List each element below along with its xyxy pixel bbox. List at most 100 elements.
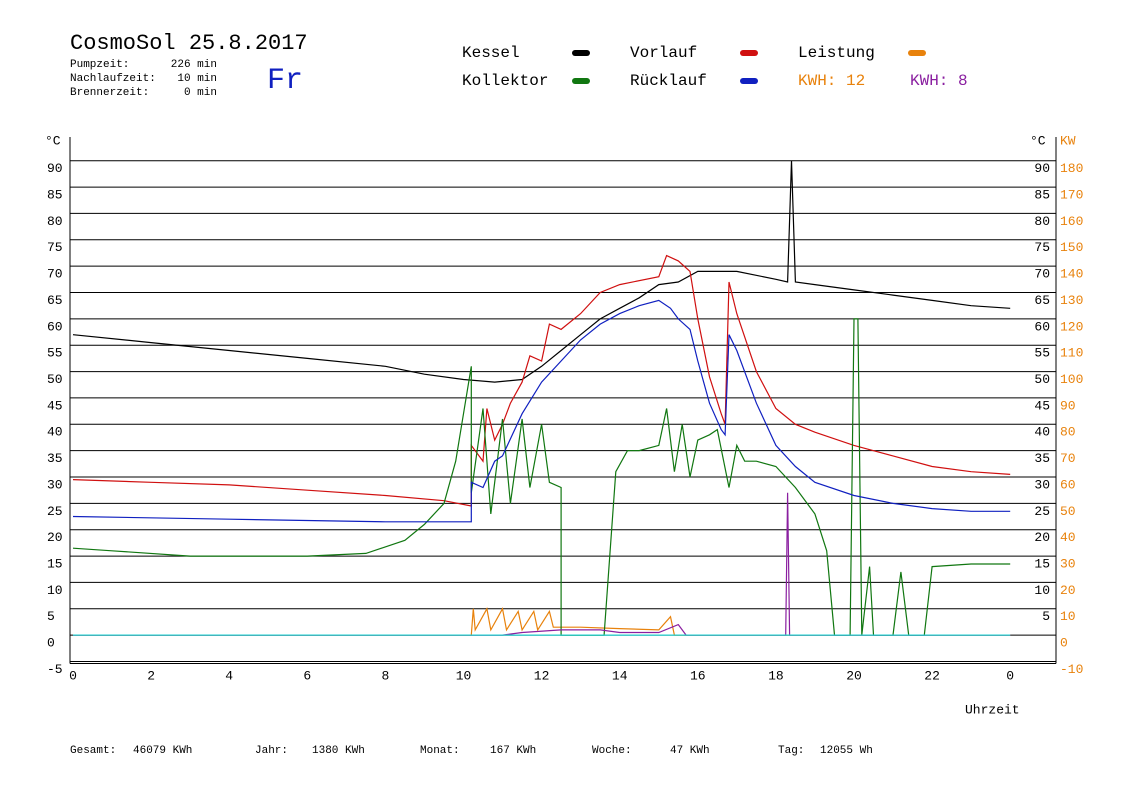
- x-tick-label: 14: [612, 668, 628, 683]
- y-right-tick-label: 5: [1042, 609, 1050, 624]
- series-line: [73, 492, 1011, 636]
- y2-tick-label: 70: [1060, 451, 1076, 466]
- series-line: [72, 318, 1011, 636]
- y-tick-label: 75: [47, 240, 63, 255]
- y-tick-label: 5: [47, 609, 55, 624]
- y2-tick-label: 180: [1060, 161, 1083, 176]
- y-right-tick-label: 35: [1034, 451, 1050, 466]
- y2-tick-label: 90: [1060, 398, 1076, 413]
- y2-tick-label: 80: [1060, 425, 1076, 440]
- y-right-tick-label: 80: [1034, 214, 1050, 229]
- y2-tick-label: 40: [1060, 530, 1076, 545]
- x-tick-label: 10: [456, 668, 472, 683]
- y2-tick-label: 60: [1060, 477, 1076, 492]
- footer-label: Gesamt:: [70, 745, 116, 757]
- y2-tick-label: 120: [1060, 319, 1083, 334]
- stat-label: Nachlaufzeit:: [70, 73, 156, 85]
- y-axis-label: °C: [45, 133, 61, 148]
- stat-value: 0 min: [184, 87, 217, 99]
- y-right-tick-label: 25: [1034, 504, 1050, 519]
- y2-tick-label: 140: [1060, 267, 1083, 282]
- y-tick-label: 20: [47, 530, 63, 545]
- stat-value: 10 min: [177, 73, 217, 85]
- y-tick-label: 80: [47, 214, 63, 229]
- footer-value: 167 KWh: [490, 745, 536, 757]
- y2-tick-label: 160: [1060, 214, 1083, 229]
- y2-tick-label: 50: [1060, 504, 1076, 519]
- y2-tick-label: 130: [1060, 293, 1083, 308]
- y-right-tick-label: 30: [1034, 477, 1050, 492]
- footer-label: Woche:: [592, 745, 632, 757]
- footer-value: 12055 Wh: [820, 745, 873, 757]
- footer-label: Monat:: [420, 745, 460, 757]
- y2-tick-label: 30: [1060, 557, 1076, 572]
- y-right-tick-label: 85: [1034, 188, 1050, 203]
- x-tick-label: 16: [690, 668, 706, 683]
- y-right-tick-label: 10: [1034, 583, 1050, 598]
- y-tick-label: 55: [47, 346, 63, 361]
- y-tick-label: 35: [47, 451, 63, 466]
- y-right-tick-label: 50: [1034, 372, 1050, 387]
- x-tick-label: 18: [768, 668, 784, 683]
- legend-label: Kollektor: [462, 72, 548, 90]
- footer-value: 1380 KWh: [312, 745, 365, 757]
- x-tick-label: 4: [225, 668, 233, 683]
- y-right-tick-label: 75: [1034, 240, 1050, 255]
- y-tick-label: 90: [47, 161, 63, 176]
- y2-axis-label: KW: [1060, 133, 1076, 148]
- y2-tick-label: 0: [1060, 636, 1068, 651]
- weekday: Fr: [267, 64, 303, 98]
- x-tick-label: 2: [147, 668, 155, 683]
- x-tick-label: 12: [534, 668, 550, 683]
- y-right-tick-label: 15: [1034, 557, 1050, 572]
- y-right-tick-label: 55: [1034, 346, 1050, 361]
- stat-label: Brennerzeit:: [70, 87, 149, 99]
- stat-value: 226 min: [171, 59, 217, 71]
- x-tick-label: 0: [1006, 668, 1014, 683]
- x-tick-label: 20: [846, 668, 862, 683]
- y-right-tick-label: 20: [1034, 530, 1050, 545]
- footer-value: 46079 KWh: [133, 745, 192, 757]
- y-tick-label: 70: [47, 267, 63, 282]
- footer-label: Tag:: [778, 745, 804, 757]
- y2-tick-label: 150: [1060, 240, 1083, 255]
- x-tick-label: 22: [924, 668, 940, 683]
- y2-tick-label: 170: [1060, 188, 1083, 203]
- y2-tick-label: 100: [1060, 372, 1083, 387]
- y-right-tick-label: 65: [1034, 293, 1050, 308]
- y2-tick-label: 20: [1060, 583, 1076, 598]
- y-tick-label: 50: [47, 372, 63, 387]
- series-line: [73, 607, 1011, 636]
- y-tick-label: 15: [47, 557, 63, 572]
- series-line: [72, 160, 1011, 383]
- y-tick-label: 10: [47, 583, 63, 598]
- y2-tick-label: 110: [1060, 346, 1083, 361]
- legend-label: Vorlauf: [630, 44, 697, 62]
- y-right-tick-label: 70: [1034, 267, 1050, 282]
- legend-label: Rücklauf: [630, 72, 707, 90]
- y-tick-label: 30: [47, 477, 63, 492]
- y-right-tick-label: 40: [1034, 425, 1050, 440]
- y2-tick-label: -10: [1060, 662, 1083, 677]
- x-tick-label: 6: [303, 668, 311, 683]
- chart-title: CosmoSol 25.8.2017: [70, 31, 308, 56]
- kwh-label: KWH: 8: [910, 72, 968, 90]
- footer-value: 47 KWh: [670, 745, 710, 757]
- y-tick-label: 25: [47, 504, 63, 519]
- y2-tick-label: 10: [1060, 609, 1076, 624]
- y-tick-label: 85: [47, 188, 63, 203]
- series-line: [72, 299, 1011, 523]
- y-tick-label: -5: [47, 662, 63, 677]
- y-tick-label: 0: [47, 636, 55, 651]
- y-right-label: °C: [1030, 133, 1046, 148]
- stat-label: Pumpzeit:: [70, 59, 129, 71]
- y-tick-label: 65: [47, 293, 63, 308]
- x-tick-label: 8: [381, 668, 389, 683]
- y-tick-label: 45: [47, 398, 63, 413]
- series-line: [72, 254, 1011, 507]
- legend-label: Leistung: [798, 44, 875, 62]
- y-right-tick-label: 45: [1034, 398, 1050, 413]
- kwh-label: KWH: 12: [798, 72, 865, 90]
- y-tick-label: 40: [47, 425, 63, 440]
